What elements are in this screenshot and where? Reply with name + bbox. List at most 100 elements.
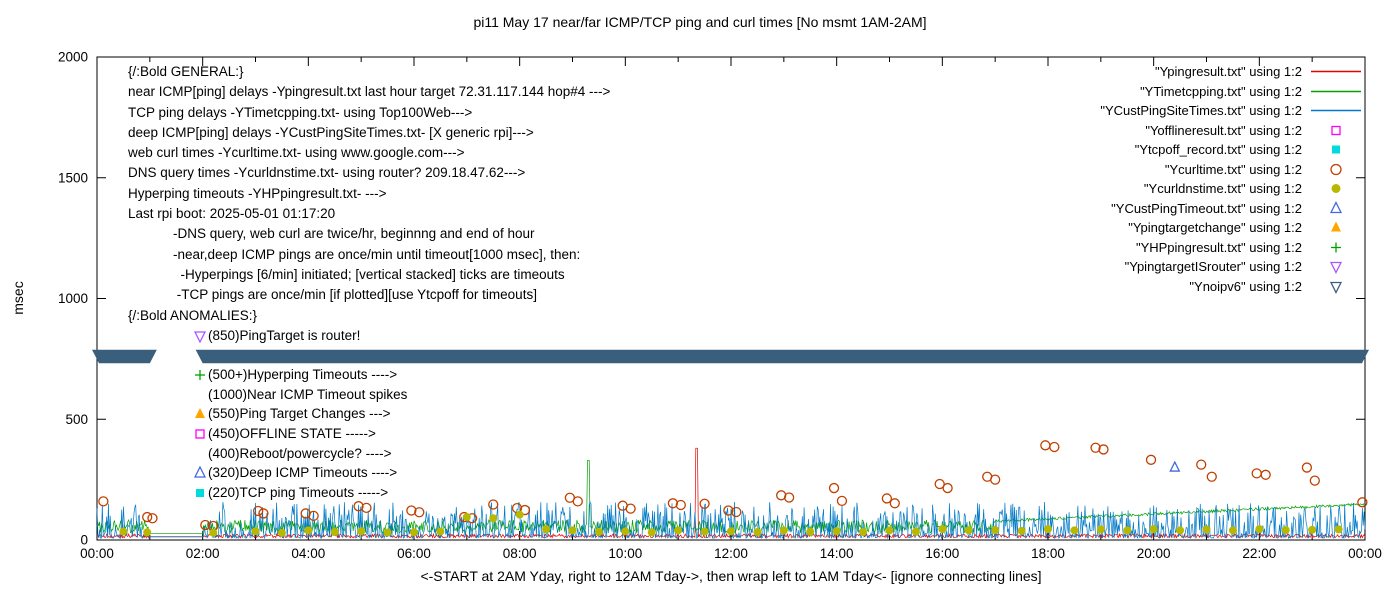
legend-label: "YCustPingTimeout.txt" using 1:2: [1111, 200, 1302, 216]
circle-filled-icon: [304, 526, 313, 535]
anomalies-annotations: {/:Bold ANOMALIES:} (850)PingTarget is ro…: [128, 306, 407, 502]
circle-open-icon: [1040, 440, 1051, 451]
circle-open-icon: [572, 496, 583, 507]
circle-filled-icon: [568, 526, 577, 535]
annotation-line: near ICMP[ping] delays -Ypingresult.txt …: [128, 84, 611, 100]
anomaly-line: (550)Ping Target Changes --->: [128, 404, 407, 424]
circle-filled-icon: [594, 527, 603, 536]
circle-filled-icon: [357, 527, 366, 536]
chart-title: pi11 May 17 near/far ICMP/TCP ping and c…: [473, 14, 927, 30]
legend-label: "Ypingresult.txt" using 1:2: [1154, 64, 1302, 80]
legend-entry: "Ypingtargetchange" using 1:2: [1100, 218, 1364, 238]
circle-open-icon: [200, 519, 211, 531]
square-filled-icon: [1332, 145, 1340, 154]
x-tick-label: 00:00: [1348, 546, 1382, 561]
circle-filled-icon: [1228, 526, 1237, 535]
anomaly-line: (1000)Near ICMP Timeout spikes: [128, 385, 407, 405]
circle-filled-icon: [674, 526, 683, 535]
circle-open-icon: [942, 482, 953, 494]
x-tick-label: 04:00: [291, 546, 325, 561]
circle-open-icon: [1251, 468, 1262, 479]
triangle-down-open-icon: [1329, 281, 1343, 294]
circle-open-icon: [406, 505, 417, 516]
x-tick-label: 10:00: [608, 546, 642, 561]
anomaly-line: [128, 346, 407, 366]
circle-filled-icon: [143, 528, 152, 537]
x-tick-label: 16:00: [925, 546, 959, 561]
legend-entry: "YpingtargetISrouter" using 1:2: [1100, 257, 1364, 277]
legend-label: "Ynoipv6" using 1:2: [1189, 278, 1302, 294]
circle-filled-icon: [515, 510, 524, 519]
legend-entry: "Yofflineresult.txt" using 1:2: [1100, 121, 1364, 141]
series-YCustPingSiteTimes.txt: [96, 501, 1366, 540]
legend-marker-line-icon: [1311, 90, 1361, 92]
anomaly-text: (320)Deep ICMP Timeouts ---->: [208, 465, 398, 481]
circle-filled-icon: [542, 525, 551, 534]
triangle-up-open-icon: [193, 465, 207, 478]
legend-entry: "YHPpingresult.txt" using 1:2: [1100, 238, 1364, 258]
anomaly-line: (850)PingTarget is router!: [128, 326, 407, 346]
circle-open-icon: [1330, 163, 1342, 175]
square-open-icon: [195, 429, 205, 439]
triangle-up-filled-icon: [1331, 221, 1341, 232]
anomaly-line: (320)Deep ICMP Timeouts ---->: [128, 463, 407, 483]
anomaly-line: (220)TCP ping Timeouts ----->: [128, 483, 407, 503]
legend-marker-square-filled-icon: [1332, 145, 1340, 154]
circle-filled-icon: [727, 527, 735, 536]
circle-open-icon: [731, 506, 742, 518]
circle-filled-icon: [859, 528, 868, 537]
x-tick-label: 06:00: [397, 546, 431, 561]
circle-filled-icon: [277, 528, 286, 537]
circle-open-icon: [1260, 469, 1271, 480]
circle-open-icon: [308, 510, 319, 521]
triangle-down-open-icon: [193, 331, 207, 343]
legend-marker-triangle-up-open-icon: [1329, 200, 1343, 213]
annotation-line: -Hyperpings [6/min] initiated; [vertical…: [128, 266, 565, 282]
anomalies-title: {/:Bold ANOMALIES:}: [128, 308, 258, 323]
anomaly-text: (500+)Hyperping Timeouts ---->: [208, 367, 398, 383]
circle-filled-icon: [1202, 525, 1211, 534]
circle-filled-icon: [1123, 526, 1132, 535]
triangle-down-open-icon: [193, 331, 207, 343]
triangle-up-filled-icon: [195, 408, 205, 419]
legend-entry: "YCustPingSiteTimes.txt" using 1:2: [1100, 101, 1364, 121]
legend-label: "YCustPingSiteTimes.txt" using 1:2: [1100, 103, 1302, 119]
legend-marker-plus-icon: [1331, 242, 1341, 253]
triangle-up-open-icon: [193, 465, 207, 478]
annotation-line: -TCP pings are once/min [if plotted][use…: [128, 287, 537, 303]
triangle-down-open-icon: [1329, 262, 1343, 275]
y-axis-label: msec: [10, 281, 26, 315]
circle-filled-icon: [410, 528, 418, 537]
annotation-line: -DNS query, web curl are twice/hr, begin…: [128, 226, 535, 242]
legend-entry: "Ycurldnstime.txt" using 1:2: [1100, 179, 1364, 199]
circle-open-icon: [934, 478, 945, 490]
legend-marker-line-icon: [1311, 110, 1361, 112]
circle-filled-icon: [1044, 525, 1052, 534]
circle-open-icon: [1090, 442, 1101, 453]
legend-entry: "Ynoipv6" using 1:2: [1100, 277, 1364, 297]
circle-open-icon: [353, 501, 364, 512]
triangle-up-filled-icon: [195, 408, 205, 419]
circle-filled-icon: [964, 526, 973, 535]
anomaly-marker-triangle-up-filled-icon: [192, 407, 208, 421]
circle-open-icon: [675, 499, 686, 511]
annotation-line: Hyperping timeouts -YHPpingresult.txt- -…: [128, 185, 387, 201]
circle-open-icon: [1145, 454, 1157, 465]
circle-filled-icon: [621, 527, 630, 536]
circle-open-icon: [1049, 441, 1060, 453]
circle-filled-icon: [938, 525, 947, 534]
circle-open-icon: [1301, 462, 1313, 473]
y-tick-label: 0: [80, 533, 88, 548]
anomaly-text: (400)Reboot/powercycle? ---->: [208, 445, 392, 461]
circle-open-icon: [783, 492, 795, 503]
legend-marker-triangle-down-open-icon: [1329, 262, 1343, 275]
annotation-line: TCP ping delays -YTimetcpping.txt- using…: [128, 104, 473, 120]
anomaly-line: (450)OFFLINE STATE ----->: [128, 424, 407, 444]
circle-filled-icon: [991, 526, 1000, 535]
x-tick-label: 18:00: [1031, 546, 1065, 561]
plus-icon: [195, 369, 205, 380]
circle-open-icon: [414, 507, 425, 518]
circle-filled-icon: [832, 527, 841, 536]
circle-filled-icon: [1281, 526, 1290, 535]
legend-entry: "Ycurltime.txt" using 1:2: [1100, 160, 1364, 180]
